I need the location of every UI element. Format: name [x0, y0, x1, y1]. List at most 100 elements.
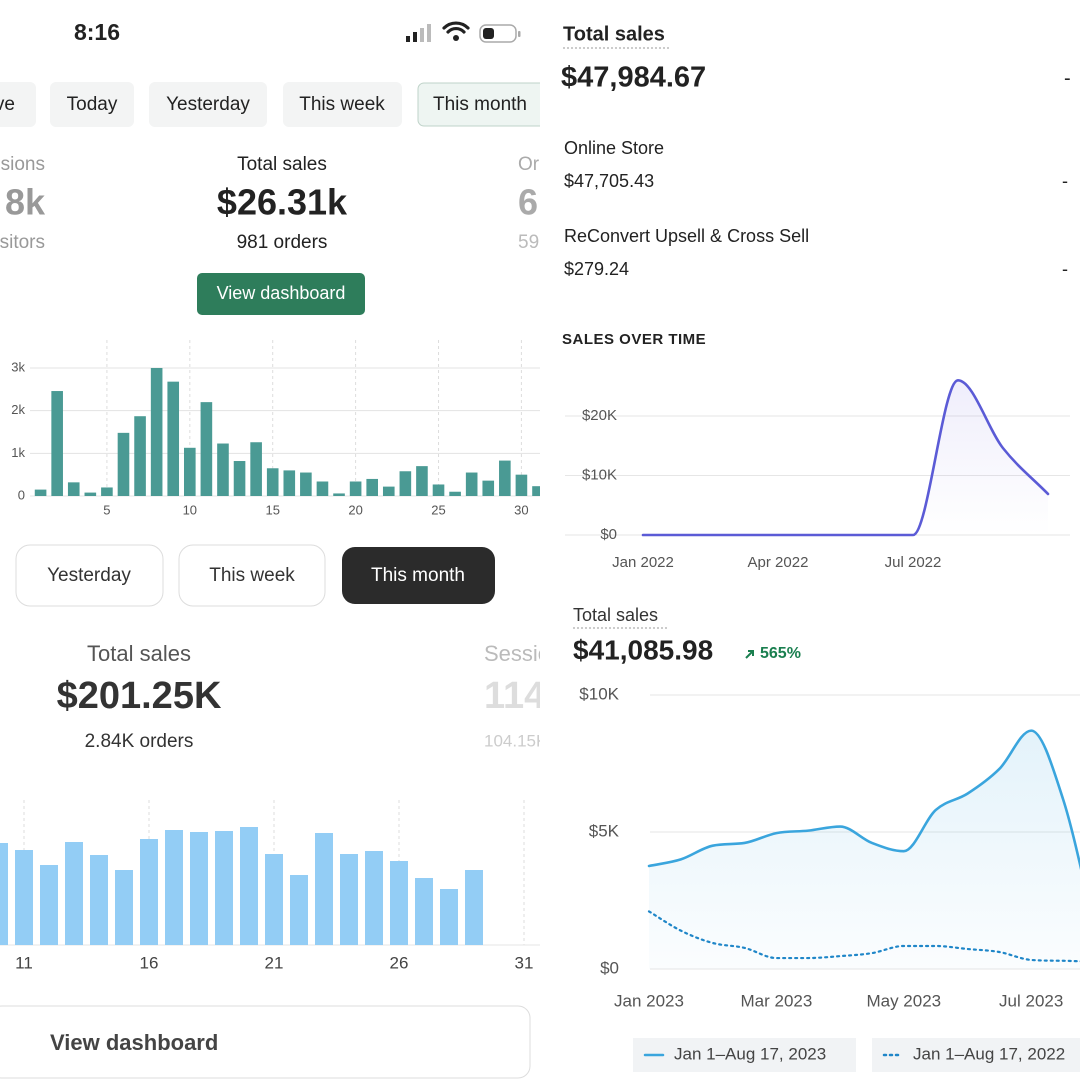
metric-value: $26.31k [217, 182, 348, 223]
tab-selected[interactable] [342, 547, 495, 604]
bar [233, 461, 246, 496]
tab[interactable] [15, 544, 164, 607]
bar [349, 481, 362, 496]
bottom-right-screen: Total sales $41,085.98 565% $0 $5K $10K Jan… [540, 590, 1080, 1080]
total-value: $41,085.98 [573, 634, 713, 665]
y-tick-label: $0 [600, 958, 619, 977]
metric-label: Total sales [87, 641, 191, 666]
legend-item[interactable] [633, 1038, 856, 1072]
legend-label: Jan 1–Aug 17, 2023 [674, 1044, 826, 1063]
bar [67, 482, 80, 496]
bar [283, 470, 296, 496]
x-tick-label: 26 [390, 953, 409, 972]
bar [416, 466, 428, 496]
bar [440, 889, 458, 945]
chart: $0 $10K $20K Jan 2022 Apr 2022 Jul 2022 [565, 378, 1070, 571]
metric-label: sions [1, 154, 45, 175]
x-tick-label: 15 [265, 502, 279, 517]
top-left-screen: 8:16 ve Today Yesterday This week This m… [0, 19, 548, 517]
metric-value: $201.25K [57, 675, 222, 717]
tab[interactable] [283, 82, 402, 127]
row-name: ReConvert Upsell & Cross Sell [564, 226, 809, 246]
tab-label: Yesterday [47, 565, 131, 586]
metric-value: 8k [5, 182, 46, 223]
button-label: View dashboard [217, 283, 346, 303]
tab-selected[interactable] [417, 82, 548, 127]
tab-label: This week [299, 94, 385, 115]
metric-label: Or [518, 154, 540, 175]
metric-sub: 2.84K orders [85, 731, 194, 752]
bar [265, 854, 283, 945]
metric-sub: sitors [0, 232, 45, 253]
bar [390, 861, 408, 945]
metric-sub: 59 [518, 232, 539, 253]
tab[interactable] [0, 82, 36, 127]
bar [240, 827, 258, 945]
top-tabs: ve Today Yesterday This week This month [0, 82, 548, 127]
total-value: $47,984.67 [561, 62, 706, 94]
y-tick-label: $10K [582, 466, 617, 483]
metric-value: 114.1 [484, 675, 577, 717]
y-tick-label: $0 [600, 526, 617, 543]
chart-title: SALES OVER TIME [562, 331, 706, 348]
tab-label: ve [0, 94, 15, 115]
bar [0, 843, 8, 945]
bar [399, 471, 412, 496]
bar [316, 481, 329, 496]
legend-label: Jan 1–Aug 17, 2022 [913, 1044, 1065, 1063]
x-tick-label: Jul 2022 [885, 554, 942, 571]
x-tick-label: Jul 2023 [999, 991, 1063, 1010]
line [647, 729, 1080, 870]
x-tick-label: 11 [15, 953, 33, 972]
bar [34, 489, 47, 496]
y-tick-label: 2k [11, 402, 25, 417]
metric-sub: 104.15K [484, 731, 548, 750]
y-tick-label: $20K [582, 407, 617, 424]
bar [140, 839, 158, 945]
x-tick-label: Apr 2022 [748, 554, 809, 571]
bar [465, 472, 478, 496]
area [649, 730, 1080, 969]
y-tick-label: $5K [589, 821, 620, 840]
y-tick-label: 0 [18, 487, 25, 502]
line [641, 378, 1050, 537]
bar [290, 875, 308, 945]
bar [15, 850, 33, 945]
row-value: $47,705.43 [564, 171, 654, 191]
bar [190, 832, 208, 945]
bar [51, 391, 63, 496]
view-dashboard-button[interactable] [0, 1005, 531, 1079]
status-icons [406, 21, 521, 43]
x-tick-label: 21 [265, 953, 284, 972]
x-tick-label: Jan 2022 [612, 554, 674, 571]
bar [365, 851, 383, 945]
tab-label: This week [209, 565, 295, 586]
bar [315, 833, 333, 945]
top-right-screen: Total sales $47,984.67 - Online Store $4… [561, 23, 1071, 571]
y-tick-label: 3k [11, 359, 25, 374]
y-tick-label: $10K [579, 684, 619, 703]
x-tick-label: 16 [140, 953, 159, 972]
row-name: Online Store [564, 138, 664, 158]
tab[interactable] [178, 544, 326, 607]
change: - [1062, 259, 1068, 279]
tab[interactable] [149, 82, 267, 127]
bar [482, 480, 495, 496]
x-tick-label: Jan 2023 [614, 991, 684, 1010]
x-tick-label: 31 [515, 953, 534, 972]
bar [432, 484, 445, 496]
tab[interactable] [50, 82, 134, 127]
section-title: Total sales [563, 23, 665, 45]
bar [449, 491, 461, 496]
bar [90, 855, 108, 945]
bar [215, 831, 233, 945]
up-arrow [745, 650, 754, 659]
tab-label: Yesterday [166, 94, 250, 115]
chart: $0 $5K $10K Jan 2023 Mar 2023 May 2023 Jul 202… [579, 684, 1080, 1072]
view-dashboard-button[interactable] [197, 273, 365, 315]
legend-item[interactable] [872, 1038, 1080, 1072]
tab-label: This month [371, 565, 465, 586]
line [647, 910, 1080, 963]
bar [217, 443, 229, 496]
